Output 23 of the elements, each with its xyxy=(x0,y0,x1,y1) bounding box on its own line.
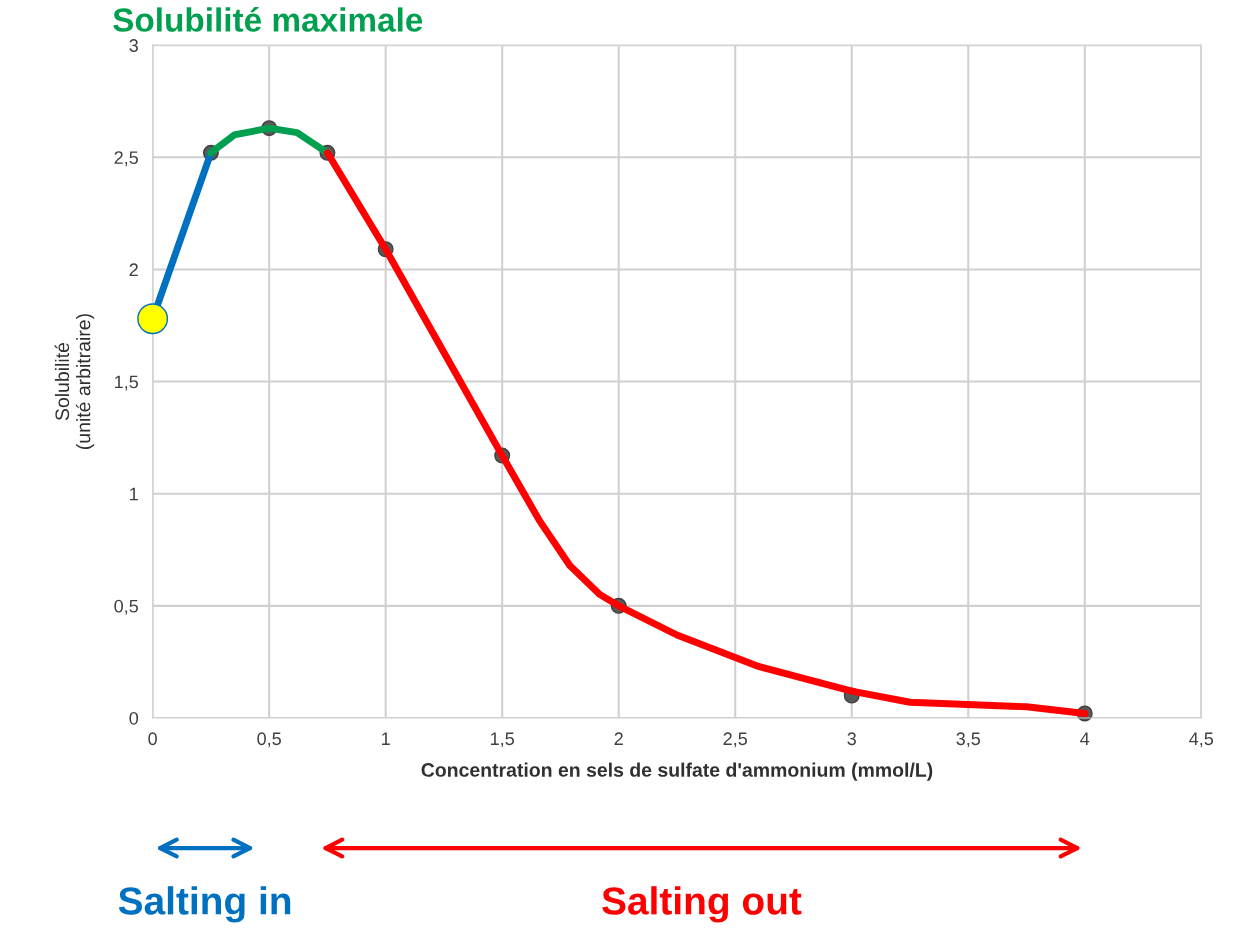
y-tick-label: 1 xyxy=(130,487,138,501)
y-axis-title: Solubilité (unité arbitraire) xyxy=(54,314,95,449)
text: Salting out xyxy=(602,886,802,923)
y-tick-label: 1,5 xyxy=(115,375,138,391)
x-tick-label: 3 xyxy=(847,732,856,746)
x-tick-label: 4,5 xyxy=(1189,732,1214,748)
y-tick-label: 2 xyxy=(129,263,138,276)
point xyxy=(137,303,169,335)
y-tick-label: 2,5 xyxy=(114,151,138,167)
x-tick-label: 0 xyxy=(148,732,157,746)
x-tick-label: 1,5 xyxy=(491,732,514,748)
x-tick-label: 2,5 xyxy=(723,732,748,748)
x-tick-label: 1 xyxy=(382,732,390,745)
text: Solubilité maximale xyxy=(113,7,423,32)
x-tick-label: 2 xyxy=(614,732,623,745)
legend-label: Salting in xyxy=(118,886,291,923)
x-tick-label: 4 xyxy=(1080,732,1090,745)
y-tick-label: 0,5 xyxy=(114,599,138,615)
x-tick-label: 3,5 xyxy=(956,732,981,748)
y-tick-label: 0 xyxy=(129,711,139,725)
y-tick-label: 3 xyxy=(129,39,138,52)
x-axis-title: Concentration en sels de sulfate d'ammonium (mmol/L) xyxy=(421,762,933,781)
x-tick-label: 0,5 xyxy=(257,732,281,748)
